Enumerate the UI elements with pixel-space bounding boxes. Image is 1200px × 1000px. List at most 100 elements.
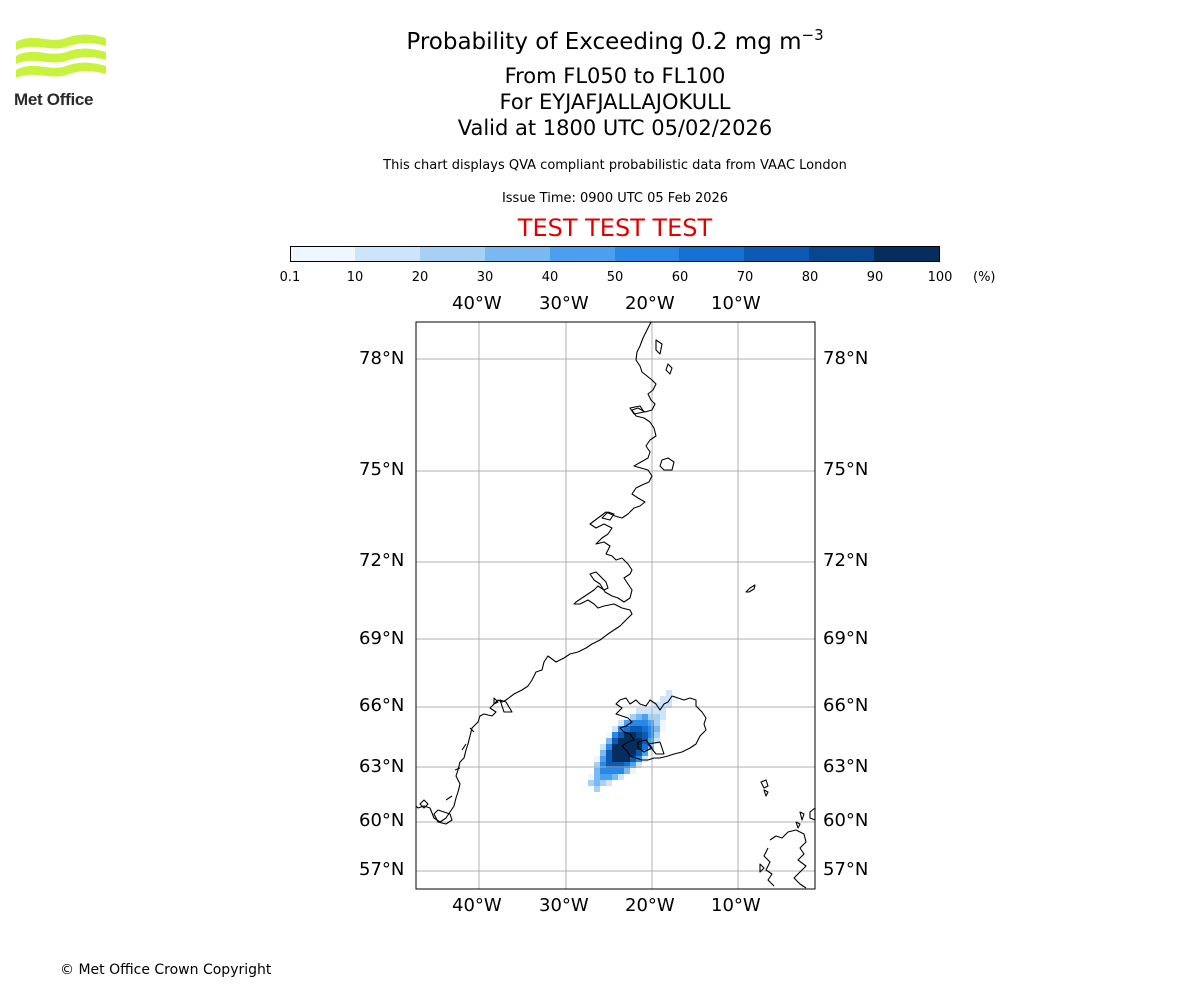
plume-cell <box>600 750 606 756</box>
plume-cell <box>648 726 654 732</box>
plume-cell <box>660 720 666 726</box>
plume-cell <box>624 744 630 750</box>
plume-cell <box>600 780 606 786</box>
plume-cell <box>624 738 630 744</box>
plume-cell <box>642 726 648 732</box>
plume-cell <box>600 762 606 768</box>
colorbar-segment <box>614 247 680 261</box>
plume-cell <box>660 714 666 720</box>
plume-cell <box>636 750 642 756</box>
lat-label-right: 78°N <box>823 348 869 369</box>
lon-label-bottom: 10°W <box>711 895 761 916</box>
colorbar-tick-label: 0.1 <box>279 270 301 285</box>
plume-cell <box>606 768 612 774</box>
colorbar-segment <box>354 247 420 261</box>
plume-cell <box>594 780 600 786</box>
colorbar-segment <box>744 247 810 261</box>
plume-cell <box>618 720 624 726</box>
plume-cell <box>648 714 654 720</box>
plume-cell <box>594 762 600 768</box>
plume-cell <box>624 714 630 720</box>
colorbar-tick-label: 100 <box>927 270 953 285</box>
plume-cell <box>606 762 612 768</box>
met-office-wave-icon <box>16 34 106 78</box>
probability-colorbar <box>290 246 940 262</box>
plume-cell <box>618 756 624 762</box>
coastlines <box>415 321 816 889</box>
plume-cell <box>618 732 624 738</box>
lon-label-bottom: 20°W <box>625 895 675 916</box>
lat-label-left: 78°N <box>359 348 405 369</box>
plume-cell <box>624 768 630 774</box>
plume-cell <box>600 756 606 762</box>
plume-cell <box>618 738 624 744</box>
plume-cell <box>606 780 612 786</box>
colorbar-segment <box>419 247 485 261</box>
qva-note: This chart displays QVA compliant probab… <box>383 158 847 173</box>
plume-cell <box>594 768 600 774</box>
logo-text: Met Office <box>14 90 94 109</box>
plume-cell <box>636 720 642 726</box>
greenland-coast <box>415 321 657 823</box>
lon-label-bottom: 40°W <box>452 895 502 916</box>
lon-label-top: 20°W <box>625 293 675 314</box>
plume-cell <box>612 762 618 768</box>
plume-cell <box>618 774 624 780</box>
colorbar-segment <box>809 247 875 261</box>
plume-cell <box>630 744 636 750</box>
plume-cell <box>612 744 618 750</box>
plume-cell <box>612 738 618 744</box>
plume-cell <box>642 708 648 714</box>
plume-cell <box>666 696 672 702</box>
lat-label-left: 63°N <box>359 756 405 777</box>
plume-cell <box>636 762 642 768</box>
lat-label-right: 63°N <box>823 756 869 777</box>
colorbar-segment <box>874 247 940 261</box>
iceland-coast <box>615 695 707 761</box>
plume-cell <box>630 768 636 774</box>
plume-cell <box>612 732 618 738</box>
plume-cell <box>666 702 672 708</box>
plume-cell <box>612 768 618 774</box>
lat-label-left: 66°N <box>359 695 405 716</box>
plume-cell <box>624 762 630 768</box>
plume-cell <box>636 714 642 720</box>
plume-cell <box>612 756 618 762</box>
plume-cell <box>606 774 612 780</box>
plume-cell <box>660 726 666 732</box>
lat-label-right: 75°N <box>823 459 869 480</box>
colorbar-tick-label: 40 <box>541 270 559 285</box>
plume-cell <box>654 714 660 720</box>
plume-cell <box>624 756 630 762</box>
plume-cell <box>594 786 600 792</box>
plume-cell <box>618 762 624 768</box>
colorbar-tick-label: 30 <box>476 270 494 285</box>
plume-cell <box>606 738 612 744</box>
colorbar-segment <box>484 247 550 261</box>
plume-cell <box>636 726 642 732</box>
lon-label-bottom: 30°W <box>539 895 589 916</box>
plume-cell <box>642 744 648 750</box>
volcano-name: For EYJAFJALLAJOKULL <box>499 90 731 114</box>
plume-cell <box>618 744 624 750</box>
plume-cell <box>630 750 636 756</box>
plume-cell <box>606 756 612 762</box>
faroe-coast <box>760 779 769 797</box>
lat-label-left: 69°N <box>359 628 405 649</box>
plume-cell <box>660 708 666 714</box>
plume-cell <box>648 702 654 708</box>
issue-time: Issue Time: 0900 UTC 05 Feb 2026 <box>501 191 729 206</box>
plume-cell <box>654 738 660 744</box>
plume-cell <box>624 726 630 732</box>
plume-cell <box>630 738 636 744</box>
colorbar-segment <box>549 247 615 261</box>
plume-cell <box>666 690 672 696</box>
plume-cell <box>594 774 600 780</box>
colorbar-tick-label: 60 <box>671 270 689 285</box>
plume-cell <box>636 738 642 744</box>
plume-cell <box>642 714 648 720</box>
colorbar-tick-label: 10 <box>346 270 364 285</box>
lat-label-right: 72°N <box>823 550 869 571</box>
scotland-coast <box>759 811 807 889</box>
